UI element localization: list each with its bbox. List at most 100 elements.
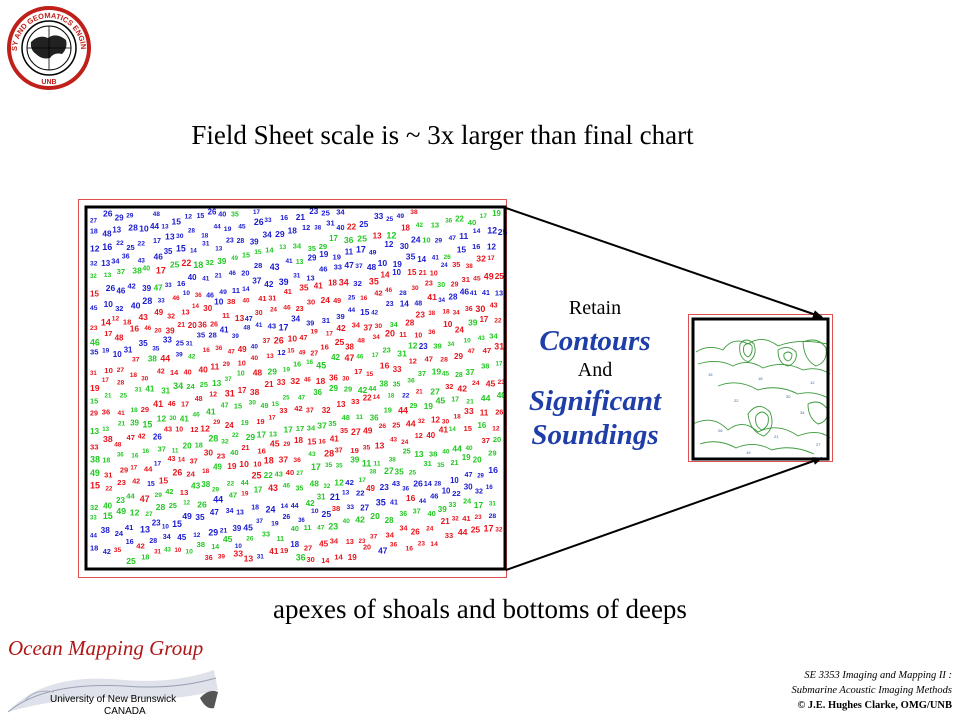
sounding-mark: 25: [170, 260, 180, 270]
sounding-mark: 36: [102, 408, 110, 417]
sounding-mark: 42: [138, 434, 146, 441]
sounding-mark: 23: [90, 325, 98, 332]
sounding-mark: 17: [254, 486, 263, 495]
sounding-mark: 44: [419, 498, 427, 505]
sounding-mark: 12: [334, 478, 344, 488]
sounding-mark: 19: [280, 546, 288, 555]
sounding-mark: 31: [317, 493, 326, 502]
sounding-mark: 13: [373, 232, 383, 241]
sounding-mark: 15: [407, 267, 417, 277]
sounding-mark: 18: [193, 260, 203, 270]
sounding-mark: 43: [164, 425, 172, 434]
sounding-mark: 11: [222, 311, 230, 320]
sounding-mark: 18: [123, 318, 131, 327]
sounding-mark: 34: [226, 508, 234, 515]
sounding-mark: 18: [103, 458, 111, 465]
sounding-mark: 15: [242, 251, 250, 260]
sounding-mark: 44: [398, 405, 408, 415]
sounding-mark: 30: [442, 418, 450, 425]
sounding-mark: 30: [375, 323, 383, 330]
sounding-mark: 13: [90, 427, 100, 436]
sounding-mark: 18: [202, 468, 210, 475]
sounding-mark: 49: [238, 345, 247, 354]
sounding-mark: 28: [254, 261, 262, 270]
sounding-mark: 17: [354, 367, 362, 376]
sounding-mark: 28: [209, 331, 217, 340]
sounding-mark: 29: [488, 449, 496, 458]
sounding-mark: 26: [379, 423, 387, 430]
sounding-mark: 43: [164, 547, 171, 554]
sounding-mark: 10: [235, 543, 242, 550]
sounding-mark: 18: [328, 278, 337, 287]
sounding-mark: 17: [156, 266, 166, 276]
sounding-mark: 39: [176, 352, 184, 359]
sounding-mark: 18: [294, 436, 304, 445]
sounding-mark: 19: [492, 209, 501, 218]
sounding-mark: 22: [227, 481, 235, 488]
sounding-mark: 26: [411, 528, 421, 537]
sounding-mark: 35: [376, 497, 386, 507]
sounding-mark: 40: [343, 518, 351, 525]
sounding-mark: 39: [438, 505, 448, 514]
sounding-mark: 35: [395, 467, 405, 477]
sounding-mark: 25: [335, 337, 345, 347]
course-line-1: SE 3353 Imaging and Mapping II :: [804, 670, 952, 681]
sounding-mark: 45: [90, 305, 98, 312]
sounding-mark: 46: [206, 291, 214, 299]
sounding-mark: 27: [145, 511, 153, 518]
sounding-mark: 32: [353, 279, 362, 288]
sounding-mark: 15: [272, 401, 280, 408]
sounding-mark: 28: [449, 293, 458, 302]
sounding-mark: 37: [225, 376, 233, 383]
sounding-mark: 12: [408, 341, 418, 351]
sounding-mark: 21: [416, 389, 423, 396]
sounding-mark: 15: [172, 216, 182, 226]
sounding-mark: 23: [419, 342, 428, 351]
sounding-mark: 12: [409, 357, 417, 366]
sounding-mark: 25: [409, 469, 417, 476]
sounding-mark: 16: [177, 279, 186, 288]
sounding-mark: 46: [283, 304, 291, 311]
sounding-mark: 37: [279, 455, 289, 465]
sounding-mark: 19: [424, 402, 434, 411]
sounding-mark: 37: [132, 357, 140, 364]
sounding-mark: 19: [311, 329, 319, 336]
svg-text:30: 30: [786, 394, 791, 399]
sounding-mark: 24: [411, 235, 421, 245]
sounding-mark: 34: [111, 257, 120, 266]
sounding-mark: 49: [182, 511, 192, 521]
sounding-mark: 35: [452, 260, 460, 269]
omg-logo-title: Ocean Mapping Group: [8, 636, 204, 660]
course-line-2: Submarine Acoustic Imaging Methods: [791, 685, 953, 696]
sounding-mark: 29: [246, 432, 256, 442]
sounding-mark: 49: [299, 350, 306, 357]
sounding-mark: 39: [217, 256, 227, 266]
sounding-mark: 12: [277, 348, 285, 357]
sounding-mark: 40: [251, 344, 259, 351]
sounding-mark: 13: [180, 488, 189, 497]
sounding-mark: 13: [212, 378, 222, 388]
bottom-caption: apexes of shoals and bottoms of deeps: [273, 594, 687, 624]
sounding-mark: 40: [184, 368, 192, 377]
sounding-mark: 17: [480, 213, 488, 220]
sounding-mark: 29: [319, 242, 327, 251]
sounding-mark: 15: [360, 307, 370, 317]
sounding-mark: 47: [317, 524, 325, 531]
sounding-mark: 47: [127, 433, 135, 442]
sounding-mark: 10: [183, 290, 191, 297]
sounding-mark: 41: [284, 287, 292, 296]
contours-text: Contours: [539, 325, 651, 357]
sounding-mark: 12: [209, 391, 217, 398]
sounding-mark: 35: [393, 382, 401, 389]
sounding-mark: 10: [442, 487, 451, 496]
sounding-mark: 22: [264, 471, 273, 480]
sounding-mark: 23: [498, 379, 506, 386]
sounding-mark: 46: [154, 252, 164, 262]
sounding-mark: 40: [286, 468, 294, 477]
sounding-mark: 32: [476, 254, 486, 264]
sounding-mark: 44: [452, 443, 462, 453]
sounding-mark: 10: [378, 258, 388, 268]
svg-text:34: 34: [800, 410, 805, 415]
sounding-mark: 38: [197, 540, 206, 549]
sounding-mark: 10: [214, 297, 224, 307]
